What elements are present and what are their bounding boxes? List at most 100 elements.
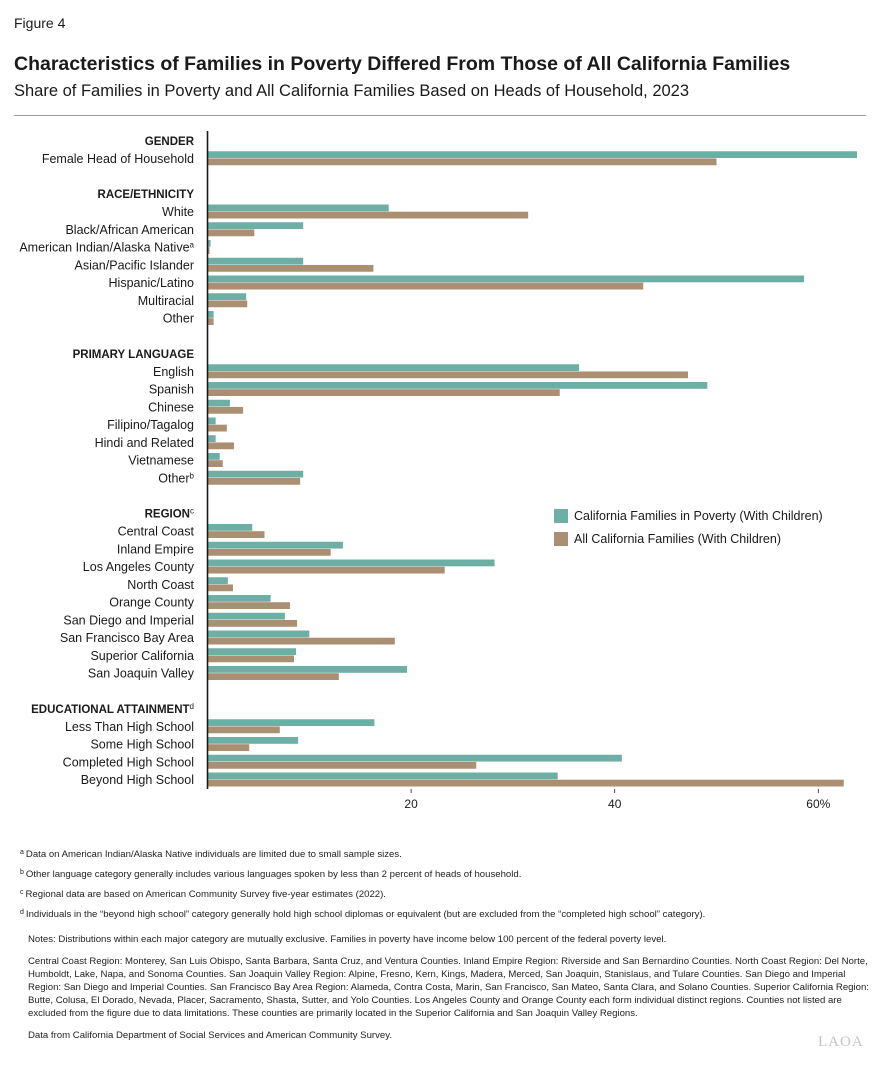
bar-poverty (207, 612, 285, 620)
bar-all-families (207, 619, 298, 627)
x-tick-label: 60% (806, 797, 830, 811)
bar-poverty (207, 417, 216, 425)
category-label: North Coast (127, 578, 194, 592)
category-label: San Diego and Imperial (63, 613, 194, 627)
bar-poverty (207, 577, 228, 585)
category-label: Completed High School (63, 755, 194, 769)
bar-all-families (207, 602, 290, 609)
bar-poverty (207, 541, 343, 549)
group-header: GENDER (145, 136, 195, 148)
note-regions: Central Coast Region: Monterey, San Luis… (28, 956, 869, 1019)
bar-poverty (207, 595, 271, 602)
category-label: Chinese (148, 400, 194, 414)
bar-all-families (207, 389, 560, 396)
bar-all-families (207, 726, 280, 734)
bar-poverty (207, 222, 304, 230)
bar-poverty (207, 364, 580, 372)
bar-chart: GENDER Female Head of Household RACE/ETHNI… (19, 131, 857, 811)
footnote-b: b Other language category generally inclu… (20, 869, 522, 880)
chart-subtitle: Share of Families in Poverty and All Cal… (14, 82, 690, 100)
footnote-a: a Data on American Indian/Alaska Native i… (20, 849, 402, 860)
bar-all-families (207, 531, 265, 538)
x-tick-label: 20 (404, 797, 418, 811)
lao-logo: LAOA (818, 1034, 864, 1050)
category-label: Hispanic/Latino (109, 276, 195, 290)
note-distributions: Notes: Distributions within each major c… (28, 934, 667, 945)
bar-all-families (207, 673, 339, 680)
bar-all-families (207, 548, 331, 556)
bar-all-families (207, 761, 477, 769)
bar-poverty (207, 559, 495, 567)
chart-title: Characteristics of Families in Poverty D… (14, 53, 791, 75)
bar-poverty (207, 470, 304, 478)
bar-poverty (207, 257, 304, 265)
bar-all-families (207, 442, 234, 450)
legend-swatch-poverty (554, 509, 568, 523)
category-label: Black/African American (65, 223, 194, 237)
category-label: San Joaquin Valley (88, 667, 195, 681)
title-divider (14, 115, 866, 116)
bar-all-families (207, 655, 295, 663)
bar-poverty (207, 737, 299, 744)
group-header: PRIMARY LANGUAGE (73, 349, 195, 361)
bar-poverty (207, 453, 220, 460)
group-header: REGIONc (145, 507, 194, 521)
bar-poverty (207, 772, 558, 780)
bar-all-families (207, 300, 248, 308)
figure-label: Figure 4 (14, 15, 66, 31)
category-label: Less Than High School (65, 720, 194, 734)
bar-poverty (207, 293, 247, 301)
bar-all-families (207, 318, 214, 325)
bar-all-families (207, 406, 244, 414)
category-label: Asian/Pacific Islander (74, 258, 194, 272)
note-source: Data from California Department of Socia… (28, 1030, 392, 1041)
bar-poverty (207, 382, 708, 389)
category-label: Other (163, 312, 194, 326)
footnote-d: d Individuals in the “beyond high school”… (20, 909, 706, 920)
bar-poverty (207, 666, 408, 673)
bar-all-families (207, 584, 233, 592)
bar-all-families (207, 264, 374, 272)
category-label: Los Angeles County (83, 560, 195, 574)
legend-label-all-families: All California Families (With Children) (574, 532, 781, 546)
category-label: Beyond High School (81, 773, 194, 787)
bar-poverty (207, 719, 375, 727)
bar-poverty (207, 240, 211, 247)
bar-poverty (207, 151, 857, 159)
footnote-c: c Regional data are based on American Com… (20, 889, 386, 900)
bar-all-families (207, 229, 255, 237)
category-label: San Francisco Bay Area (60, 631, 194, 645)
group-header: EDUCATIONAL ATTAINMENTd (31, 702, 194, 716)
x-tick-label: 40 (608, 797, 622, 811)
notes-section: a Data on American Indian/Alaska Native i… (14, 846, 872, 1042)
bar-poverty (207, 275, 805, 283)
bar-poverty (207, 630, 310, 638)
bar-all-families (207, 424, 227, 432)
category-label: Female Head of Household (42, 152, 194, 166)
bar-all-families (207, 247, 210, 254)
bar-all-families (207, 744, 250, 751)
category-label: Filipino/Tagalog (107, 418, 194, 432)
category-label: Hindi and Related (95, 436, 194, 450)
category-label: Superior California (90, 649, 194, 663)
bar-poverty (207, 524, 253, 531)
category-label: Some High School (90, 738, 194, 752)
category-label: White (162, 205, 194, 219)
category-label: Spanish (149, 383, 194, 397)
bar-poverty (207, 754, 622, 762)
category-label: English (153, 365, 194, 379)
category-label: Otherb (158, 471, 194, 485)
legend-swatch-all-families (554, 532, 568, 546)
bar-poverty (207, 399, 230, 407)
category-label: American Indian/Alaska Nativea (19, 241, 194, 255)
bar-poverty (207, 311, 214, 318)
category-label: Orange County (109, 596, 195, 610)
bar-all-families (207, 460, 223, 467)
bar-all-families (207, 158, 717, 166)
bar-all-families (207, 477, 301, 485)
bar-poverty (207, 435, 216, 443)
bar-all-families (207, 211, 529, 219)
bar-all-families (207, 371, 688, 379)
category-label: Central Coast (118, 525, 195, 539)
category-label: Inland Empire (117, 542, 194, 556)
